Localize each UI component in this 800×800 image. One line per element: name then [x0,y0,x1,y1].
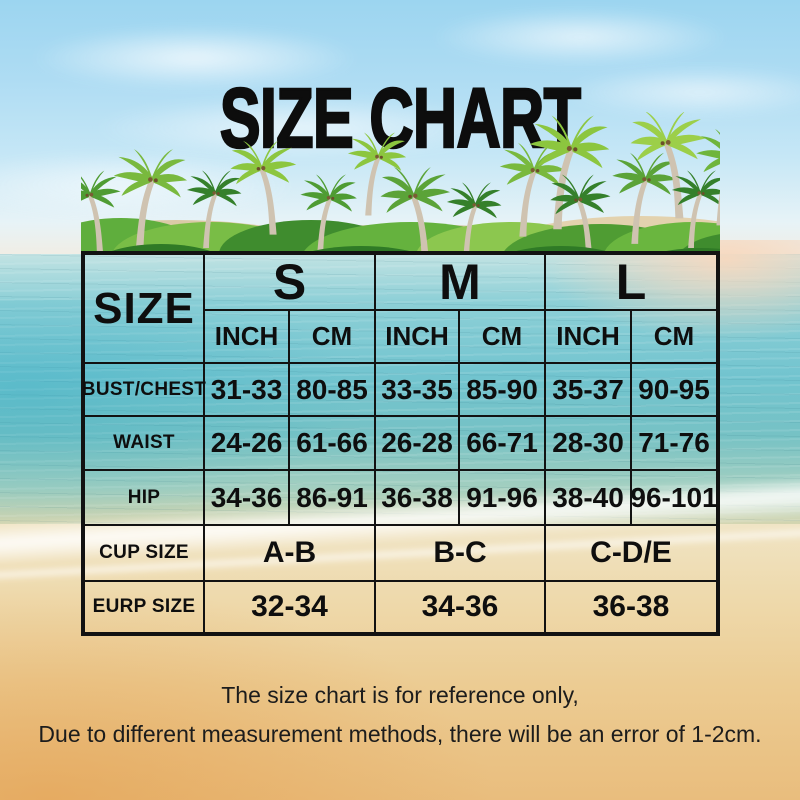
row-label-bust-chest: BUST/CHEST [82,363,206,416]
table-value: 28-30 [545,416,631,470]
table-value: B-C [375,525,545,581]
size-chart-table: SIZE S M L INCH CM INCH CM INCH CM BUST/… [81,251,720,636]
unit-header-cm: CM [459,310,545,363]
col-header-size-l: L [545,254,717,310]
table-value: 36-38 [545,581,717,633]
table-value: 26-28 [375,416,459,470]
table-value: 35-37 [545,363,631,416]
table-value: 85-90 [459,363,545,416]
unit-header-inch: INCH [375,310,459,363]
row-label-eurp-size: EURP SIZE [84,581,204,633]
table-value: 31-33 [204,363,289,416]
table-value: 38-40 [545,470,631,525]
table-value: 34-36 [204,470,289,525]
unit-header-cm: CM [631,310,717,363]
horizon-glow [430,240,800,430]
footer-line-1: The size chart is for reference only, [221,682,579,708]
col-header-size-m: M [375,254,545,310]
table-value: 61-66 [289,416,375,470]
unit-header-inch: INCH [204,310,289,363]
table-value: 96-101 [630,470,718,525]
table-value: 80-85 [289,363,375,416]
unit-header-cm: CM [289,310,375,363]
table-value: 90-95 [631,363,717,416]
table-value: 33-35 [375,363,459,416]
cloud-icon [90,96,510,160]
unit-header-inch: INCH [545,310,631,363]
row-label-waist: WAIST [84,416,204,470]
page-title: SIZE CHART [219,71,582,165]
cloud-icon [430,8,730,66]
table-value: 34-36 [375,581,545,633]
table-value: C-D/E [545,525,717,581]
table-value: 71-76 [631,416,717,470]
table-value: 24-26 [204,416,289,470]
footer-note: The size chart is for reference only, Du… [0,682,800,747]
palm-trees-strip [81,112,720,254]
table-value: 36-38 [375,470,459,525]
row-label-hip: HIP [84,470,204,525]
footer-line-2: Due to different measurement methods, th… [38,721,762,747]
col-header-size-s: S [204,254,375,310]
cloud-icon [560,66,800,118]
row-label-cup-size: CUP SIZE [84,525,204,581]
table-value: A-B [204,525,375,581]
table-corner-size-label: SIZE [84,254,204,363]
table-value: 32-34 [204,581,375,633]
cloud-icon [30,26,360,90]
table-value: 66-71 [459,416,545,470]
table-value: 91-96 [459,470,545,525]
table-value: 86-91 [289,470,375,525]
